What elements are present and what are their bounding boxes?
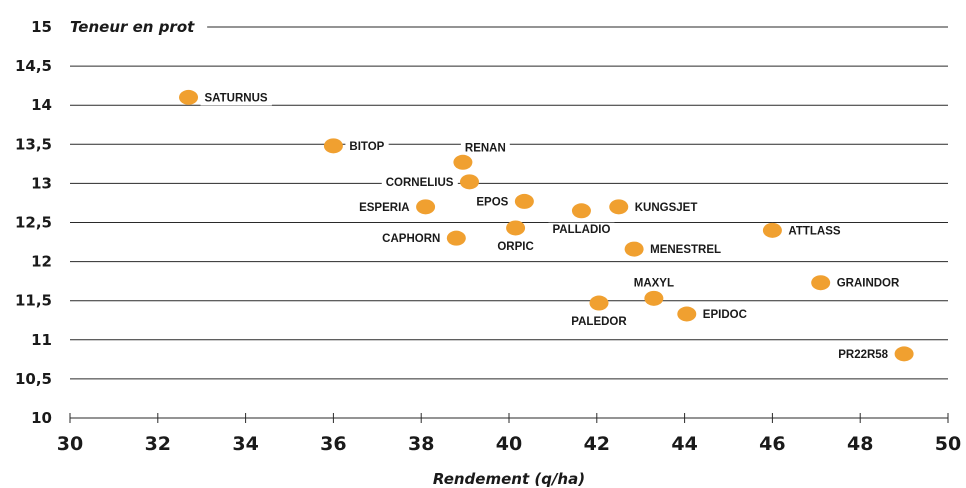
y-tick-label: 12 (31, 253, 52, 271)
data-point-esperia (416, 199, 436, 215)
y-tick-label: 11,5 (15, 292, 52, 310)
point-label-cornelius: CORNELIUS (386, 177, 454, 189)
point-labels: SATURNUS BITOP RENAN CORNELIUS ESPERIA EPOS CA… (200, 91, 904, 362)
x-tick-labels: 30 32 34 36 38 40 42 44 46 48 50 (57, 433, 961, 455)
y-tick-labels: 10 10,5 11 11,5 12 12,5 13 13,5 14 14,5 15 (15, 18, 52, 427)
point-label-background (629, 276, 678, 291)
point-label-background (630, 200, 702, 215)
grid-lines (69, 26, 949, 423)
x-tick-label: 48 (847, 433, 873, 455)
y-tick-label: 14,5 (15, 57, 52, 75)
data-point-cornelius (459, 174, 479, 190)
x-tick-label: 42 (584, 433, 610, 455)
point-label-orpic: ORPIC (497, 241, 533, 253)
data-point-saturnus (179, 89, 199, 105)
point-label-kungsjet: KUNGSJET (635, 202, 698, 214)
x-tick-label: 44 (671, 433, 697, 455)
data-point-renan (453, 154, 473, 170)
data-point-graindor (811, 275, 831, 291)
y-tick-label: 10,5 (15, 370, 52, 388)
point-label-background (784, 224, 845, 239)
y-tick-label: 13 (31, 174, 52, 192)
x-tick-label: 34 (232, 433, 258, 455)
point-label-background (832, 276, 904, 291)
data-point-pr22r58 (894, 346, 914, 362)
point-label-background (567, 315, 632, 330)
y-tick-label: 12,5 (15, 214, 52, 232)
x-tick-label: 32 (145, 433, 171, 455)
point-label-background (355, 200, 414, 215)
point-label-background (548, 222, 615, 237)
point-label-maxyl: MAXYL (634, 277, 674, 289)
y-tick-label: 15 (31, 18, 52, 36)
data-point-paledor (589, 295, 609, 311)
point-label-background (381, 175, 458, 190)
data-point-caphorn (446, 230, 466, 246)
point-label-background (493, 239, 538, 254)
x-tick-label: 36 (320, 433, 346, 455)
data-point-bitop (323, 138, 343, 154)
x-tick-label: 30 (57, 433, 83, 455)
data-points (179, 89, 914, 362)
x-axis-title: Rendement (q/ha) (433, 470, 585, 488)
point-label-esperia: ESPERIA (359, 202, 410, 214)
point-label-background (200, 91, 272, 106)
point-label-background (378, 232, 445, 247)
y-axis-title: Teneur en prot (70, 18, 195, 36)
point-label-pr22r58: PR22R58 (838, 349, 888, 361)
point-label-background (646, 243, 726, 258)
data-point-maxyl (644, 290, 664, 306)
x-tick-label: 50 (935, 433, 961, 455)
point-label-graindor: GRAINDOR (837, 278, 900, 290)
y-axis-title-background (66, 18, 208, 36)
point-label-bitop: BITOP (349, 141, 384, 153)
point-label-background (698, 307, 751, 322)
point-label-caphorn: CAPHORN (382, 233, 440, 245)
y-tick-label: 13,5 (15, 135, 52, 153)
point-label-saturnus: SATURNUS (205, 92, 268, 104)
x-tick-label: 40 (496, 433, 522, 455)
data-point-kungsjet (609, 199, 629, 215)
point-label-epos: EPOS (476, 196, 508, 208)
point-label-renan: RENAN (465, 142, 506, 154)
data-point-orpic (506, 220, 526, 236)
y-tick-label: 10 (31, 409, 52, 427)
data-point-menestrel (624, 241, 644, 257)
point-label-background (472, 195, 513, 210)
y-tick-label: 11 (31, 331, 52, 349)
data-point-epidoc (677, 306, 697, 322)
point-label-attlass: ATTLASS (788, 225, 841, 237)
data-point-epos (514, 193, 534, 209)
x-tick-label: 38 (408, 433, 434, 455)
point-label-palladio: PALLADIO (552, 224, 610, 236)
data-point-attlass (762, 222, 782, 238)
y-tick-label: 14 (31, 96, 52, 114)
x-tick-label: 46 (759, 433, 785, 455)
point-label-background (834, 347, 893, 362)
point-label-menestrel: MENESTREL (650, 244, 721, 256)
point-label-background (460, 141, 510, 156)
data-point-palladio (571, 203, 591, 219)
point-label-background (345, 139, 389, 154)
point-label-epidoc: EPIDOC (703, 309, 747, 321)
point-label-paledor: PALEDOR (571, 316, 627, 328)
